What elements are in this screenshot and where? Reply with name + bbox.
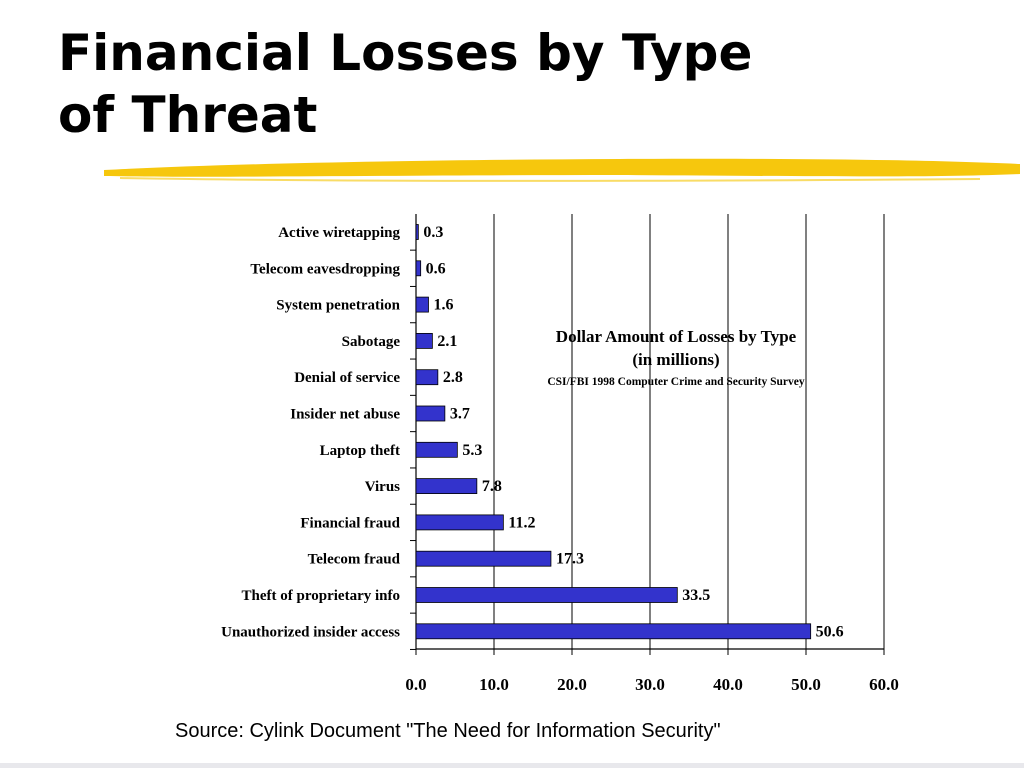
bar [415, 587, 678, 603]
value-label: 2.1 [437, 333, 457, 350]
value-label: 0.3 [423, 224, 443, 241]
category-labels: Active wiretapping Telecom eavesdropping S… [221, 225, 401, 640]
x-axis-ticks: 0.0 10.0 20.0 30.0 40.0 50.0 60.0 [405, 649, 899, 694]
slide-title: Financial Losses by Type of Threat [58, 22, 958, 146]
category-label: Insider net abuse [290, 407, 400, 423]
value-label: 11.2 [508, 514, 535, 531]
x-tick-label: 30.0 [635, 675, 665, 694]
bar [415, 550, 552, 567]
title-highlight-stroke [104, 158, 1020, 182]
bar [415, 332, 433, 349]
bottom-divider [0, 763, 1024, 768]
bar [415, 296, 429, 313]
source-caption: Source: Cylink Document "The Need for In… [175, 720, 721, 742]
category-label: Sabotage [342, 334, 401, 350]
value-label: 2.8 [443, 369, 463, 386]
bar [415, 260, 422, 277]
x-tick-label: 40.0 [713, 675, 743, 694]
value-label: 50.6 [816, 623, 844, 640]
value-label: 0.6 [426, 260, 446, 277]
value-label: 5.3 [462, 442, 482, 459]
chart-subtitle: (in millions) [632, 350, 719, 369]
x-tick-label: 20.0 [557, 675, 587, 694]
chart-gridlines [493, 214, 885, 649]
x-tick-label: 0.0 [405, 675, 426, 694]
category-label: Theft of proprietary info [242, 588, 400, 604]
value-label: 3.7 [450, 406, 470, 423]
category-label: System penetration [276, 298, 400, 314]
bar-chart: Active wiretapping Telecom eavesdropping S… [221, 214, 899, 694]
bar [415, 369, 439, 386]
chart-title: Dollar Amount of Losses by Type [556, 327, 797, 346]
title-line-1: Financial Losses by Type [58, 24, 753, 82]
title-line-2: of Threat [58, 86, 318, 144]
bar [415, 224, 419, 240]
chart-note: CSI/FBI 1998 Computer Crime and Security… [547, 376, 805, 388]
x-tick-label: 50.0 [791, 675, 821, 694]
category-label: Virus [365, 479, 400, 495]
bar [415, 623, 812, 640]
x-tick-label: 60.0 [869, 675, 899, 694]
chart-bars [415, 224, 812, 640]
value-label: 17.3 [556, 551, 584, 568]
category-label: Telecom fraud [308, 552, 401, 568]
category-label: Laptop theft [320, 443, 400, 459]
bar [415, 514, 504, 531]
chart-frame [410, 214, 884, 650]
value-label: 7.8 [482, 478, 502, 495]
value-label: 1.6 [433, 297, 453, 314]
value-label: 33.5 [682, 587, 710, 604]
bar [415, 478, 478, 495]
category-label: Active wiretapping [278, 225, 400, 241]
category-label: Denial of service [294, 370, 400, 386]
x-tick-label: 10.0 [479, 675, 509, 694]
category-label: Telecom eavesdropping [250, 261, 400, 277]
bar [415, 441, 458, 458]
category-label: Financial fraud [300, 515, 400, 531]
bar [415, 405, 446, 422]
category-label: Unauthorized insider access [221, 624, 400, 640]
value-labels: 0.3 0.6 1.6 2.1 2.8 3.7 5.3 7.8 11.2 17.3 33.5 50.6 [423, 224, 843, 640]
